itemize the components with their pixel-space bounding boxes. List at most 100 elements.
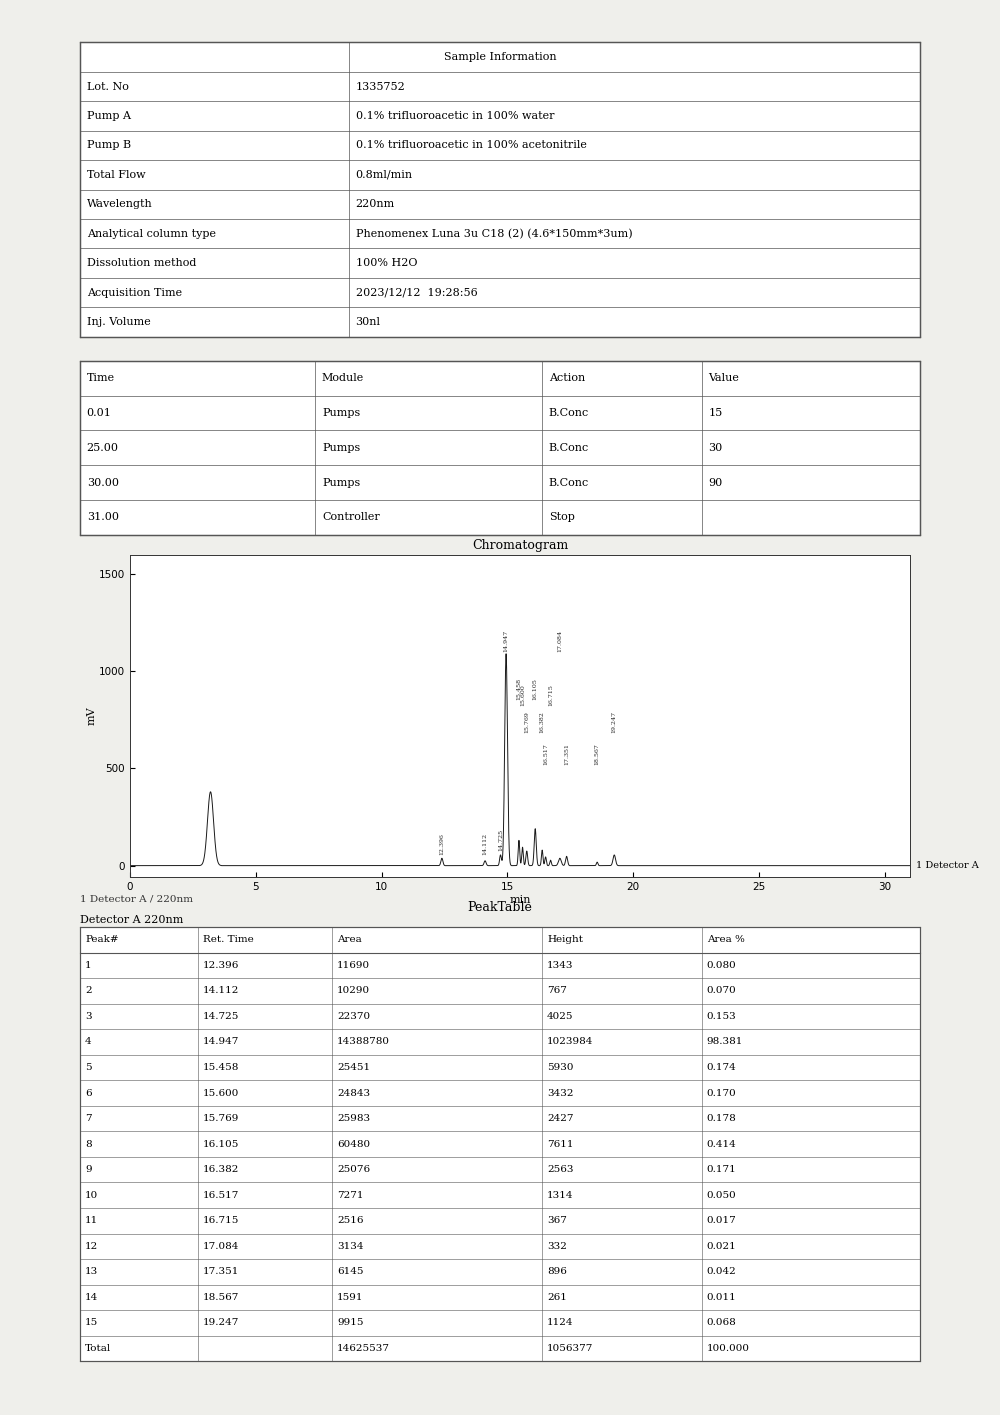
Text: Detector A 220nm: Detector A 220nm	[80, 916, 183, 925]
Text: Analytical column type: Analytical column type	[87, 229, 216, 239]
Text: 15.769: 15.769	[524, 712, 529, 733]
Text: 1124: 1124	[547, 1319, 574, 1327]
Text: Inj. Volume: Inj. Volume	[87, 317, 150, 327]
Text: 25983: 25983	[337, 1114, 370, 1124]
Text: Pumps: Pumps	[322, 408, 360, 417]
Text: 9: 9	[85, 1165, 92, 1174]
Text: 0.174: 0.174	[707, 1063, 736, 1073]
Text: 0.178: 0.178	[707, 1114, 736, 1124]
Text: B.Conc: B.Conc	[549, 443, 589, 453]
Text: 16.517: 16.517	[543, 743, 548, 764]
Text: 0.042: 0.042	[707, 1268, 736, 1276]
Text: 15.458: 15.458	[516, 678, 521, 700]
Text: 98.381: 98.381	[707, 1037, 743, 1047]
Text: 14.112: 14.112	[203, 986, 239, 995]
Text: 15.458: 15.458	[203, 1063, 239, 1073]
Title: Chromatogram: Chromatogram	[472, 539, 568, 552]
Text: 17.084: 17.084	[203, 1242, 239, 1251]
Text: 9915: 9915	[337, 1319, 364, 1327]
Text: 1 Detector A: 1 Detector A	[916, 862, 978, 870]
Text: 15: 15	[85, 1319, 98, 1327]
Text: 16.382: 16.382	[203, 1165, 239, 1174]
Text: 18.567: 18.567	[595, 743, 600, 764]
Text: 14625537: 14625537	[337, 1344, 390, 1353]
Text: 0.011: 0.011	[707, 1293, 736, 1302]
Text: 100.000: 100.000	[707, 1344, 750, 1353]
Text: Dissolution method: Dissolution method	[87, 258, 196, 269]
Text: 896: 896	[547, 1268, 567, 1276]
Text: 367: 367	[547, 1217, 567, 1225]
Text: 90: 90	[708, 478, 723, 488]
Text: 2563: 2563	[547, 1165, 574, 1174]
Text: Sample Information: Sample Information	[444, 52, 556, 62]
Text: 19.247: 19.247	[612, 712, 617, 733]
Text: B.Conc: B.Conc	[549, 478, 589, 488]
Text: 16.382: 16.382	[540, 712, 545, 733]
Text: 1591: 1591	[337, 1293, 364, 1302]
Text: Peak#: Peak#	[85, 935, 119, 944]
Text: 0.068: 0.068	[707, 1319, 736, 1327]
Text: 16.715: 16.715	[203, 1217, 239, 1225]
Text: B.Conc: B.Conc	[549, 408, 589, 417]
Text: Pump B: Pump B	[87, 140, 131, 150]
Text: 7271: 7271	[337, 1190, 364, 1200]
Text: 7: 7	[85, 1114, 92, 1124]
Text: 15: 15	[708, 408, 723, 417]
Text: 0.070: 0.070	[707, 986, 736, 995]
Text: 0.01: 0.01	[87, 408, 112, 417]
Text: 11: 11	[85, 1217, 98, 1225]
Text: 18.567: 18.567	[203, 1293, 239, 1302]
Text: 25076: 25076	[337, 1165, 370, 1174]
Text: Lot. No: Lot. No	[87, 82, 129, 92]
Text: 100% H2O: 100% H2O	[356, 258, 417, 269]
Text: 0.170: 0.170	[707, 1088, 736, 1098]
Text: 15.600: 15.600	[520, 685, 525, 706]
Text: 10290: 10290	[337, 986, 370, 995]
Text: Total Flow: Total Flow	[87, 170, 145, 180]
Text: 17.084: 17.084	[557, 630, 562, 652]
Text: 6: 6	[85, 1088, 92, 1098]
Text: 1314: 1314	[547, 1190, 574, 1200]
Text: 14.947: 14.947	[504, 630, 509, 652]
Y-axis label: mV: mV	[86, 706, 96, 726]
Text: 17.351: 17.351	[564, 743, 569, 764]
Text: 1343: 1343	[547, 961, 574, 969]
Text: 25451: 25451	[337, 1063, 370, 1073]
Text: 16.715: 16.715	[548, 685, 553, 706]
Text: 767: 767	[547, 986, 567, 995]
Text: Pumps: Pumps	[322, 478, 360, 488]
Text: 12.396: 12.396	[439, 833, 444, 855]
Text: 0.8ml/min: 0.8ml/min	[356, 170, 413, 180]
Text: 0.153: 0.153	[707, 1012, 736, 1020]
Text: 12.396: 12.396	[203, 961, 239, 969]
Text: Acquisition Time: Acquisition Time	[87, 287, 182, 297]
Text: 14: 14	[85, 1293, 98, 1302]
Text: 7611: 7611	[547, 1139, 574, 1149]
Text: 0.080: 0.080	[707, 961, 736, 969]
Text: Total: Total	[85, 1344, 111, 1353]
Text: 19.247: 19.247	[203, 1319, 239, 1327]
Text: Pumps: Pumps	[322, 443, 360, 453]
Text: 14388780: 14388780	[337, 1037, 390, 1047]
Text: 0.021: 0.021	[707, 1242, 736, 1251]
Text: 3134: 3134	[337, 1242, 364, 1251]
Text: 6145: 6145	[337, 1268, 364, 1276]
Text: 16.517: 16.517	[203, 1190, 239, 1200]
Text: 2: 2	[85, 986, 92, 995]
Text: 31.00: 31.00	[87, 512, 119, 522]
Text: 60480: 60480	[337, 1139, 370, 1149]
Text: 2516: 2516	[337, 1217, 364, 1225]
Text: 16.105: 16.105	[203, 1139, 239, 1149]
Text: 1: 1	[85, 961, 92, 969]
Text: 0.1% trifluoroacetic in 100% acetonitrile: 0.1% trifluoroacetic in 100% acetonitril…	[356, 140, 586, 150]
Text: Phenomenex Luna 3u C18 (2) (4.6*150mm*3um): Phenomenex Luna 3u C18 (2) (4.6*150mm*3u…	[356, 229, 632, 239]
Text: 22370: 22370	[337, 1012, 370, 1020]
Text: 15.769: 15.769	[203, 1114, 239, 1124]
Text: 15.600: 15.600	[203, 1088, 239, 1098]
Text: 4: 4	[85, 1037, 92, 1047]
Text: 14.947: 14.947	[203, 1037, 239, 1047]
Text: 0.017: 0.017	[707, 1217, 736, 1225]
Text: 2023/12/12  19:28:56: 2023/12/12 19:28:56	[356, 287, 477, 297]
Text: Value: Value	[708, 374, 739, 383]
Text: 1056377: 1056377	[547, 1344, 593, 1353]
